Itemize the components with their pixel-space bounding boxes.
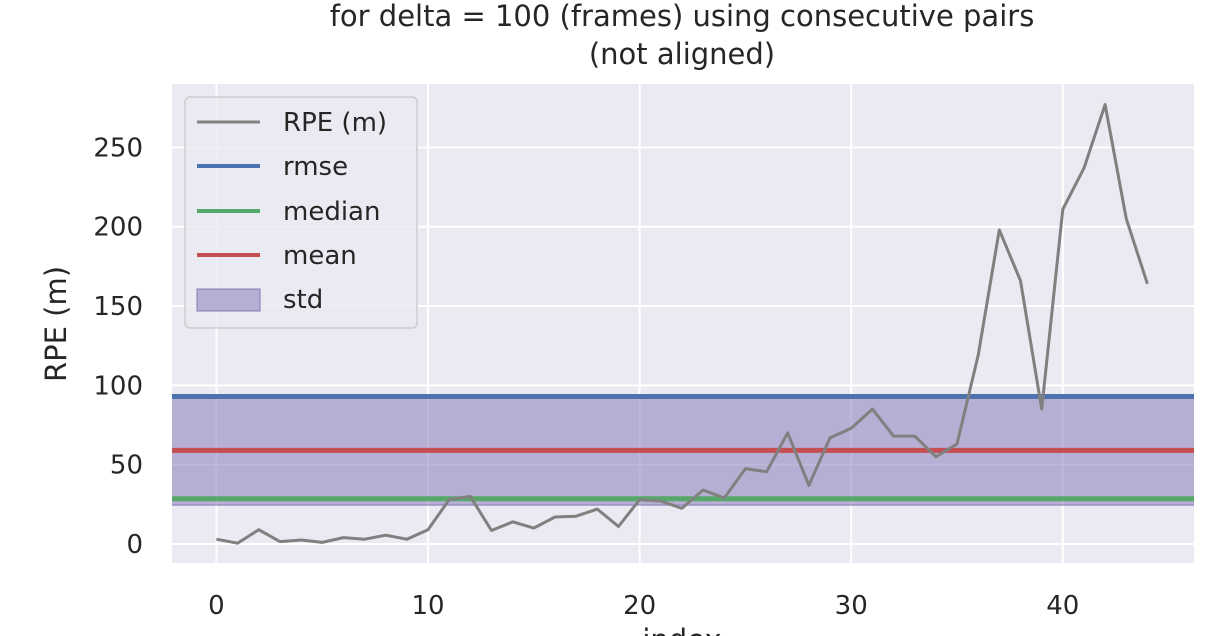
- legend: RPE (m) rmse median mean std: [184, 96, 418, 329]
- statistic-lines: [172, 393, 1194, 502]
- x-axis-label: index: [642, 623, 721, 636]
- y-tick-label: 50: [110, 451, 143, 481]
- legend-label-median: median: [283, 197, 380, 227]
- series-group: [216, 103, 1149, 545]
- chart-title-line-1: for delta = 100 (frames) using consecuti…: [330, 0, 1035, 33]
- legend-label-std: std: [283, 285, 323, 315]
- legend-label-rmse: rmse: [283, 152, 348, 182]
- x-tick-label: 20: [623, 591, 656, 621]
- x-tick-label: 40: [1046, 591, 1079, 621]
- y-tick-label: 100: [93, 371, 143, 401]
- x-tick-label: 0: [208, 591, 225, 621]
- tick-labels: 0 10 20 30 40 0 50 100 150 200 250: [93, 133, 1079, 621]
- y-tick-label: 250: [93, 133, 143, 163]
- chart-title-line-2: (not aligned): [589, 37, 775, 71]
- series-line-rpe: [216, 103, 1149, 545]
- y-tick-label: 150: [93, 292, 143, 322]
- x-tick-label: 10: [411, 591, 444, 621]
- legend-label-rpe: RPE (m): [283, 108, 387, 138]
- y-tick-label: 0: [126, 530, 143, 560]
- legend-swatch-std: [196, 288, 261, 312]
- y-axis-label: RPE (m): [39, 266, 73, 382]
- legend-label-mean: mean: [283, 241, 357, 271]
- y-tick-label: 200: [93, 213, 143, 243]
- legend-box: [184, 96, 418, 329]
- x-tick-label: 30: [835, 591, 868, 621]
